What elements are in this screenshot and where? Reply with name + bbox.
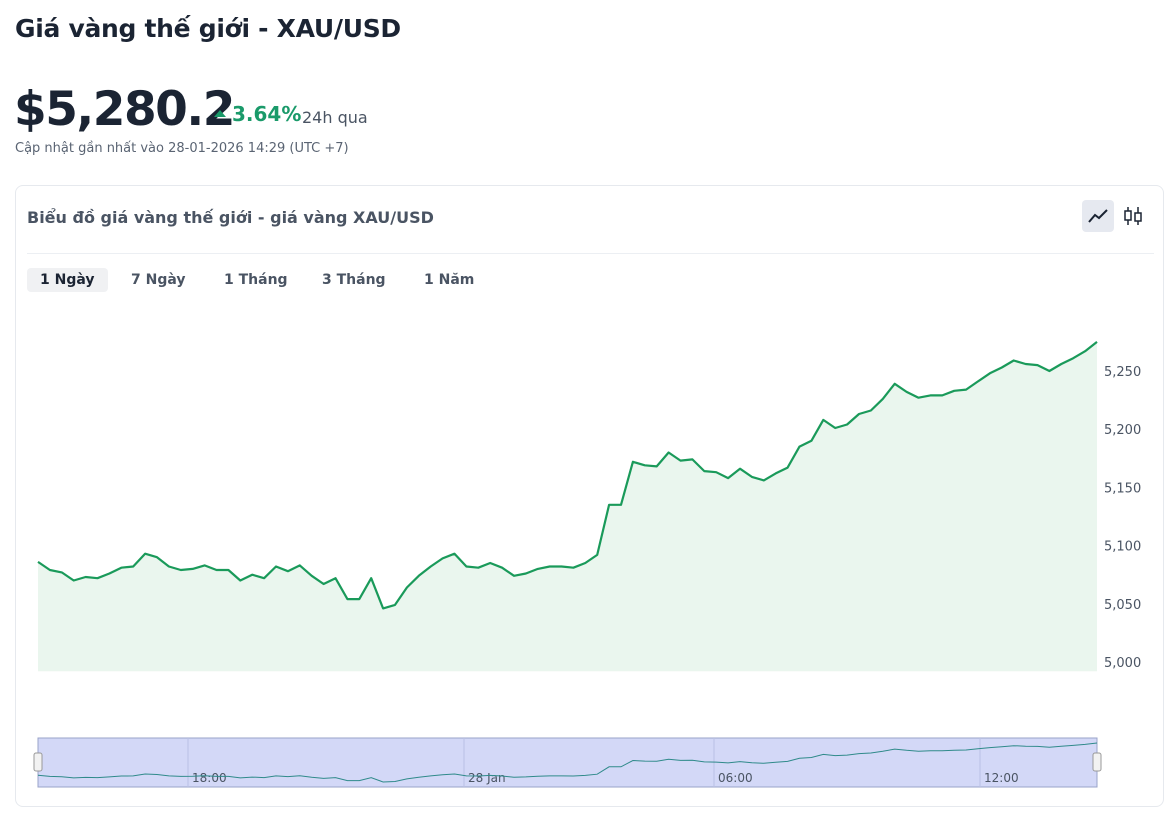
period: 24h qua — [302, 108, 368, 127]
updated-time: Cập nhật gần nhất vào 28-01-2026 14:29 (… — [15, 141, 349, 156]
price: $5,280.2 — [14, 82, 235, 137]
range-tab[interactable]: 1 Tháng — [224, 272, 288, 288]
line-chart-button[interactable] — [1082, 200, 1114, 232]
range-tab[interactable]: 3 Tháng — [322, 272, 386, 288]
up-arrow — [214, 110, 226, 117]
candle-chart-button[interactable] — [1117, 200, 1149, 232]
range-tab[interactable]: 1 Năm — [424, 272, 475, 288]
chart-card — [15, 185, 1164, 807]
range-tab[interactable]: 7 Ngày — [131, 272, 186, 288]
range-tab[interactable]: 1 Ngày — [27, 268, 108, 292]
candle-icon — [1124, 207, 1142, 225]
card-title: Biểu đồ giá vàng thế giới - giá vàng XAU… — [27, 208, 434, 227]
change-value: 3.64% — [232, 102, 302, 126]
line-icon — [1088, 209, 1108, 223]
change: 3.64% — [214, 102, 301, 126]
divider — [27, 253, 1154, 254]
page-title: Giá vàng thế giới - XAU/USD — [15, 14, 401, 43]
